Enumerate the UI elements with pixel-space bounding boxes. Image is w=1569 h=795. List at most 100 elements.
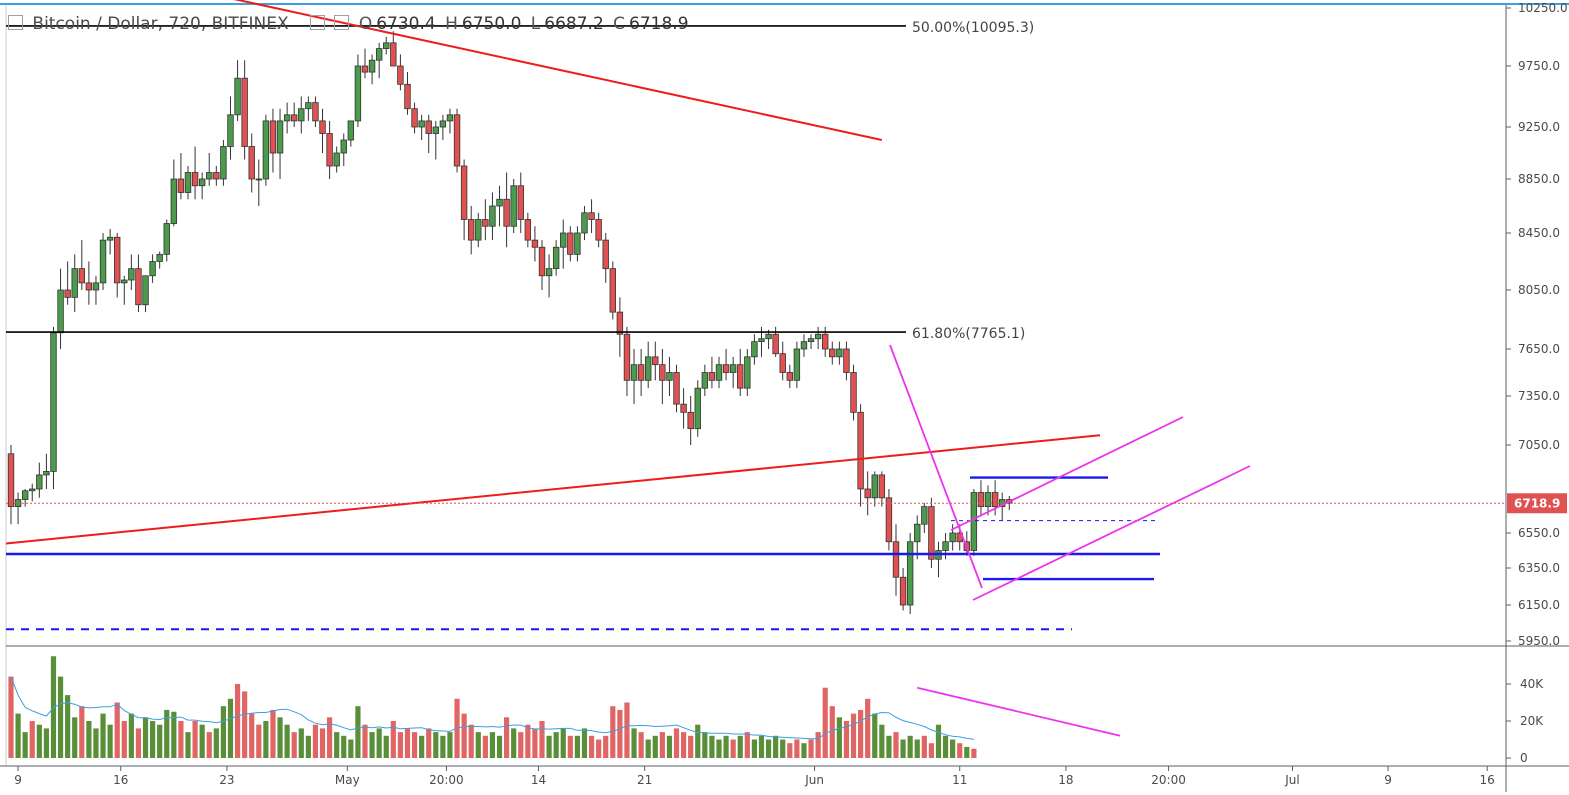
candle-body — [354, 65, 362, 122]
candles — [7, 31, 1013, 614]
candle-body — [184, 172, 192, 193]
candle-body — [482, 219, 489, 227]
candle-body — [220, 146, 227, 180]
candle-body — [29, 488, 36, 492]
candle-body — [659, 364, 666, 381]
candle-body — [977, 492, 985, 507]
volume-bar — [751, 739, 757, 758]
volume-bar — [872, 713, 878, 758]
settings-icon[interactable] — [310, 15, 326, 30]
candle-body — [170, 178, 178, 224]
volume-bar — [567, 735, 573, 758]
descending-trendline — [233, 0, 883, 141]
close-icon[interactable] — [334, 15, 350, 30]
volume-bar — [822, 687, 828, 758]
volume-bar — [928, 743, 934, 758]
candle-body — [99, 239, 107, 284]
candle-body — [234, 77, 241, 116]
channel-upper — [950, 416, 1184, 531]
candle-body — [305, 102, 312, 110]
candle-body — [786, 372, 793, 381]
candle-body — [156, 253, 163, 262]
candle-body — [630, 364, 638, 381]
x-tick-label: 21 — [637, 773, 652, 787]
candle-body — [135, 268, 142, 306]
volume-bar — [588, 735, 595, 758]
y-tick-label: 9750.0 — [1518, 59, 1560, 73]
volume-bar — [171, 711, 177, 758]
volume-bar — [164, 709, 170, 758]
candle-body — [949, 532, 956, 543]
volume-bar — [376, 728, 382, 758]
candle-body — [319, 120, 326, 134]
crosshair-icon[interactable] — [8, 15, 23, 30]
volume-bar — [404, 728, 411, 758]
candle-body — [121, 279, 128, 284]
candle-body — [758, 338, 765, 343]
candle-body — [928, 506, 935, 560]
candle-body — [602, 239, 609, 270]
volume-bar — [935, 724, 942, 758]
candle-body — [453, 114, 461, 167]
candle-body — [595, 219, 602, 241]
candle-body — [737, 364, 744, 389]
volume-bar — [433, 732, 439, 758]
volume-bar — [86, 721, 92, 758]
volume-bar — [730, 739, 736, 758]
volume-bar — [157, 724, 163, 758]
low-value: 6687.2 — [544, 14, 604, 34]
volume-bar — [249, 713, 255, 758]
candle-body — [708, 372, 716, 381]
volume-bar — [709, 735, 715, 758]
volume-bar — [737, 735, 743, 758]
volume-bar — [525, 724, 531, 758]
candle-body — [899, 576, 907, 606]
candle-body — [666, 372, 673, 381]
volume-bar — [787, 743, 793, 758]
volume-ma-line — [10, 676, 974, 740]
candle-body — [687, 411, 694, 430]
candle-body — [793, 348, 801, 381]
volume-bar — [744, 732, 750, 758]
candle-body — [340, 139, 347, 154]
symbol-label[interactable]: Bitcoin / Dollar, 720, BITFINEX — [32, 14, 289, 34]
volume-bar — [850, 713, 857, 758]
candle-body — [368, 59, 376, 73]
candle-body — [843, 348, 850, 373]
high-label: H — [445, 14, 458, 34]
candle-body — [21, 490, 29, 500]
volume-bar — [532, 728, 538, 758]
volume-bar — [489, 732, 496, 758]
volume-bar — [553, 732, 559, 758]
open-label: O — [358, 14, 373, 34]
volume-bar — [638, 732, 644, 758]
volume-bar — [914, 739, 920, 758]
candle-body — [92, 282, 100, 291]
volume-bar — [22, 732, 28, 758]
candle-body — [475, 219, 482, 241]
candle-body — [560, 232, 567, 248]
volume-bar — [284, 724, 290, 758]
candle-body — [467, 219, 475, 241]
volume-bar — [440, 735, 446, 758]
volume-bar — [596, 739, 602, 758]
candle-body — [269, 120, 277, 154]
candle-body — [751, 341, 758, 358]
candle-body — [114, 236, 121, 284]
candle-body — [942, 541, 949, 551]
candle-body — [283, 114, 291, 122]
candle-body — [836, 348, 843, 358]
volume-bar — [291, 732, 297, 758]
volume-trendline — [917, 686, 1121, 737]
volume-bar — [29, 721, 35, 758]
impulse-leg — [889, 344, 983, 589]
fib-50-label: 50.00%(10095.3) — [912, 20, 1034, 36]
candle-body — [298, 108, 305, 122]
channel-lower — [972, 465, 1251, 601]
candle-body — [128, 268, 135, 281]
candle-body — [538, 246, 546, 277]
volume-bar — [610, 706, 616, 758]
candle-body — [772, 333, 779, 355]
low-label: L — [530, 14, 541, 34]
